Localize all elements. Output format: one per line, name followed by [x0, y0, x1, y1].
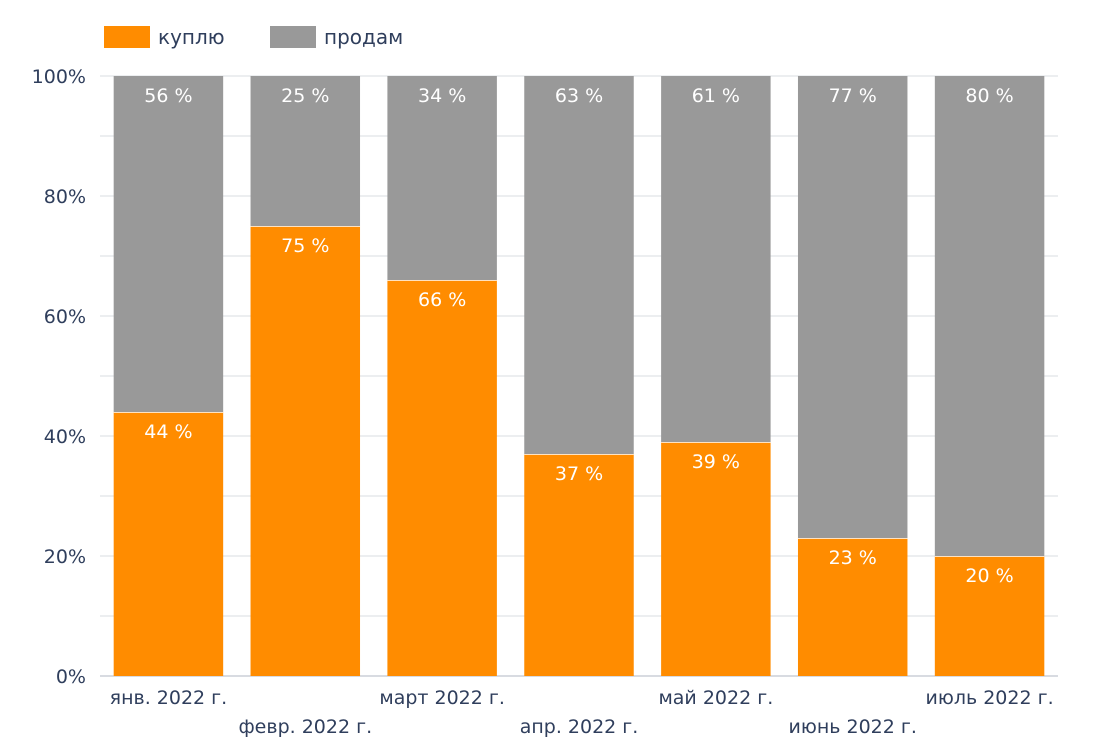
y-tick-label: 20% [44, 546, 86, 568]
x-axis: янв. 2022 г. февр. 2022 г. март 2022 г. апр… [110, 687, 1054, 738]
bar-buy [113, 412, 224, 676]
bar-sell [797, 76, 908, 538]
bar-buy [934, 556, 1045, 676]
bar-sell [387, 76, 497, 280]
y-tick-label: 40% [44, 426, 86, 448]
legend-swatch-sell [270, 26, 316, 48]
legend-label-sell: продам [324, 25, 403, 49]
y-axis: 0% 20% 40% 60% 80% 100% [32, 66, 86, 688]
data-label-buy: 75 % [281, 235, 329, 257]
data-label-sell: 34 % [418, 85, 466, 107]
x-tick-label: янв. 2022 г. [110, 687, 228, 709]
bar-buy [387, 280, 497, 676]
bar-sell [661, 76, 771, 442]
x-tick-label: июль 2022 г. [926, 687, 1054, 709]
data-label-buy: 44 % [144, 421, 192, 443]
data-label-sell: 61 % [692, 85, 740, 107]
y-tick-label: 0% [56, 666, 86, 688]
x-tick-label: февр. 2022 г. [238, 716, 372, 738]
bar-buy [524, 454, 634, 676]
data-label-sell: 80 % [965, 85, 1013, 107]
y-tick-label: 100% [32, 66, 86, 88]
bar-sell [524, 76, 634, 454]
data-labels: 44 % 56 % 75 % 25 % 66 % 34 % 37 % 63 % 39 % 61 %… [144, 85, 1013, 587]
data-label-sell: 56 % [144, 85, 192, 107]
legend-label-buy: куплю [158, 25, 225, 49]
bar-sell [113, 76, 224, 412]
legend-swatch-buy [104, 26, 150, 48]
data-label-buy: 23 % [829, 547, 877, 569]
bar-sell [250, 76, 361, 226]
x-tick-label: март 2022 г. [379, 687, 505, 709]
bar-buy [250, 226, 361, 676]
legend: куплю продам [104, 25, 403, 49]
y-tick-label: 80% [44, 186, 86, 208]
data-label-sell: 77 % [829, 85, 877, 107]
data-label-buy: 39 % [692, 451, 740, 473]
x-tick-label: апр. 2022 г. [520, 716, 639, 738]
bar-buy [797, 538, 908, 676]
bar-buy [661, 442, 771, 676]
y-tick-label: 60% [44, 306, 86, 328]
data-label-buy: 20 % [965, 565, 1013, 587]
bar-sell [934, 76, 1045, 556]
x-tick-label: май 2022 г. [658, 687, 773, 709]
bars [113, 76, 1045, 676]
data-label-sell: 63 % [555, 85, 603, 107]
data-label-buy: 37 % [555, 463, 603, 485]
x-tick-label: июнь 2022 г. [789, 716, 917, 738]
data-label-sell: 25 % [281, 85, 329, 107]
data-label-buy: 66 % [418, 289, 466, 311]
